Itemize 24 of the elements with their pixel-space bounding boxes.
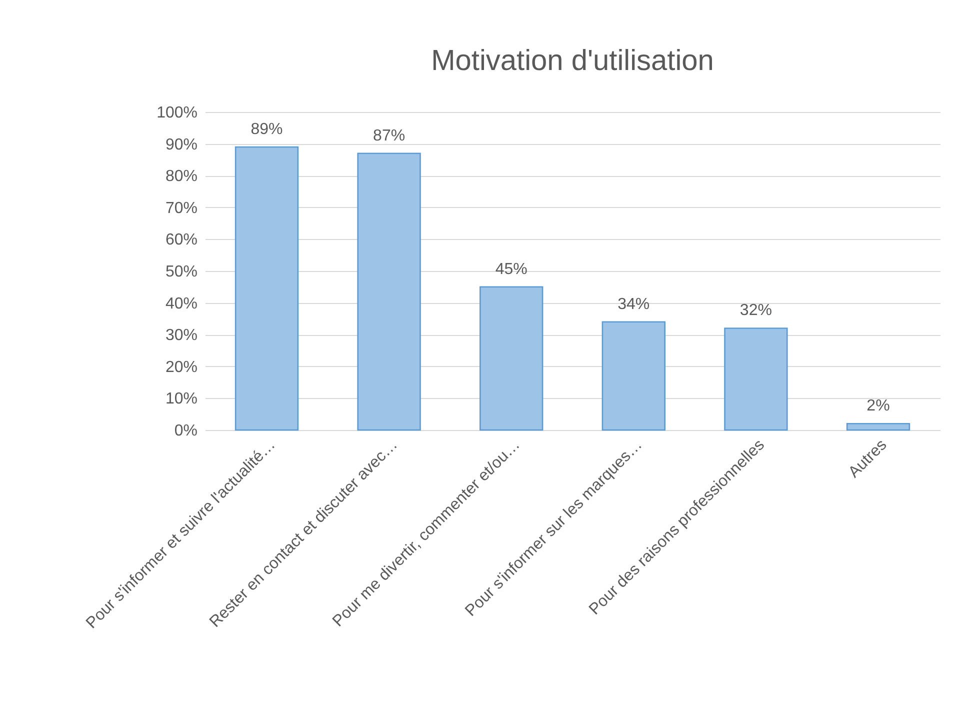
bar: [602, 321, 666, 431]
data-label: 34%: [618, 296, 650, 313]
y-tick-label: 20%: [165, 358, 198, 376]
y-tick-label: 0%: [174, 422, 198, 440]
y-tick-label: 30%: [165, 327, 198, 344]
data-label: 87%: [373, 127, 406, 144]
bar: [234, 146, 299, 431]
data-label: 2%: [866, 398, 890, 415]
y-tick-label: 90%: [165, 136, 198, 154]
bar: [724, 328, 788, 431]
chart-title: Motivation d'utilisation: [431, 45, 714, 77]
y-tick-label: 70%: [165, 200, 198, 217]
data-label: 45%: [495, 260, 528, 278]
y-tick-label: 60%: [165, 232, 198, 249]
bar: [480, 286, 544, 431]
y-tick-label: 80%: [165, 168, 198, 186]
y-tick-label: 40%: [165, 295, 198, 312]
y-tick-label: 100%: [156, 104, 198, 122]
bar: [846, 422, 910, 431]
data-label: 89%: [250, 120, 283, 138]
data-label: 32%: [740, 302, 772, 320]
y-tick-label: 50%: [165, 264, 198, 280]
bar: [357, 152, 421, 431]
y-tick-label: 10%: [165, 390, 198, 408]
